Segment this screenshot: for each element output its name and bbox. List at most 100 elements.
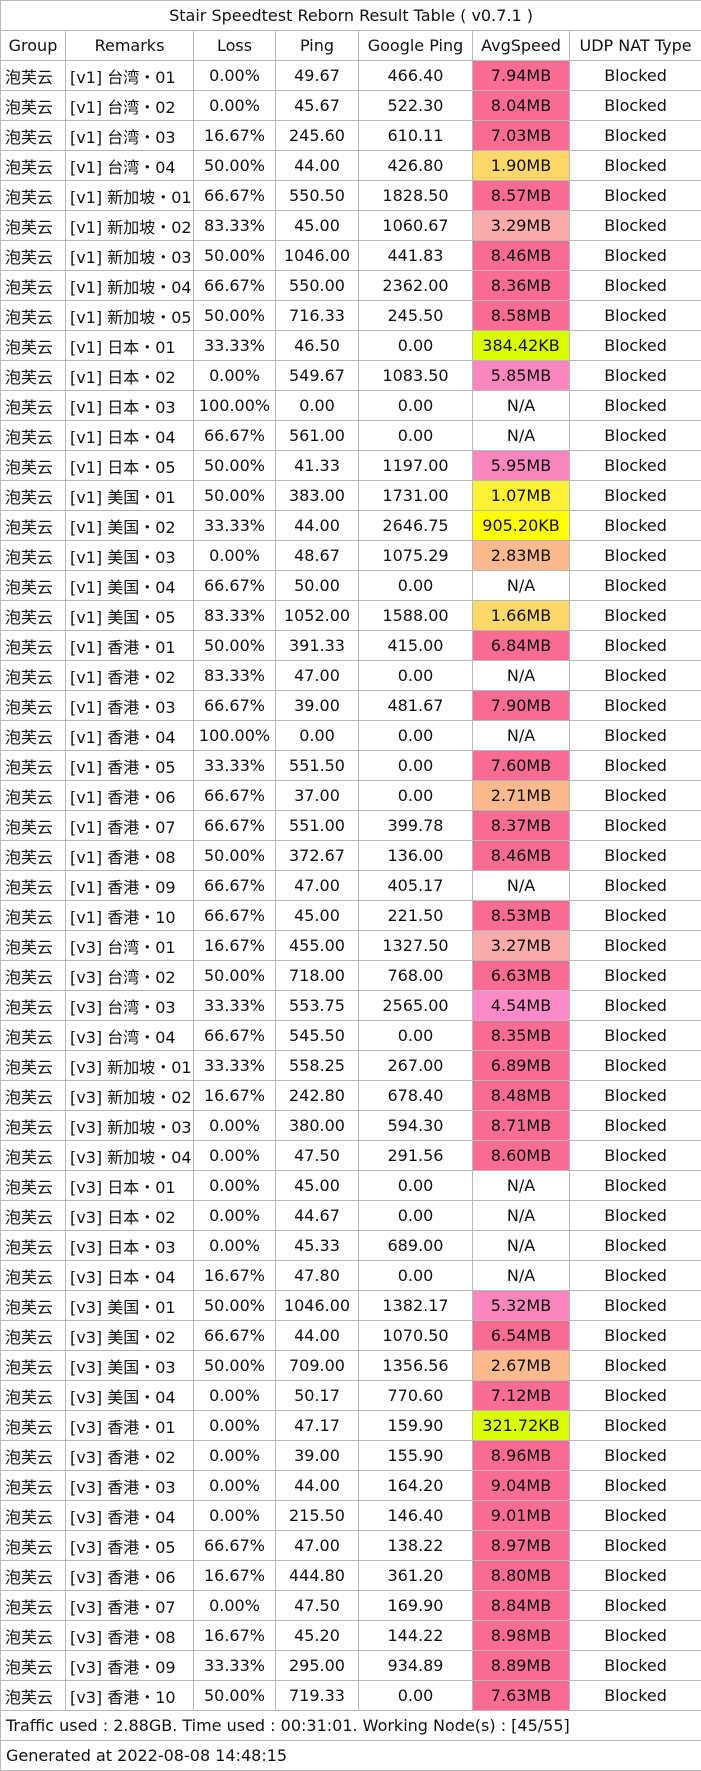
google-ping-cell: 0.00 — [359, 571, 473, 601]
avg-speed-cell: 8.36MB — [473, 271, 570, 301]
google-ping-cell: 0.00 — [359, 661, 473, 691]
ping-cell: 444.80 — [276, 1561, 359, 1591]
group-cell: 泡芙云 — [1, 1381, 66, 1411]
loss-cell: 83.33% — [194, 211, 276, 241]
udp-nat-type-cell: Blocked — [570, 991, 701, 1021]
loss-cell: 0.00% — [194, 1141, 276, 1171]
google-ping-cell: 0.00 — [359, 331, 473, 361]
google-ping-cell: 146.40 — [359, 1501, 473, 1531]
group-cell: 泡芙云 — [1, 1471, 66, 1501]
avg-speed-cell: 7.60MB — [473, 751, 570, 781]
google-ping-cell: 1828.50 — [359, 181, 473, 211]
udp-nat-type-cell: Blocked — [570, 1351, 701, 1381]
google-ping-cell: 1083.50 — [359, 361, 473, 391]
ping-cell: 47.50 — [276, 1141, 359, 1171]
google-ping-cell: 399.78 — [359, 811, 473, 841]
avg-speed-cell: 8.96MB — [473, 1441, 570, 1471]
loss-cell: 50.00% — [194, 631, 276, 661]
avg-speed-cell: N/A — [473, 571, 570, 601]
ping-cell: 391.33 — [276, 631, 359, 661]
loss-cell: 83.33% — [194, 661, 276, 691]
ping-cell: 215.50 — [276, 1501, 359, 1531]
ping-cell: 551.00 — [276, 811, 359, 841]
ping-cell: 551.50 — [276, 751, 359, 781]
avg-speed-cell: 8.57MB — [473, 181, 570, 211]
udp-nat-type-cell: Blocked — [570, 421, 701, 451]
remarks-cell: [v3] 香港・09 — [66, 1651, 194, 1681]
remarks-cell: [v3] 日本・01 — [66, 1171, 194, 1201]
group-cell: 泡芙云 — [1, 211, 66, 241]
udp-nat-type-cell: Blocked — [570, 1501, 701, 1531]
udp-nat-type-cell: Blocked — [570, 931, 701, 961]
loss-cell: 0.00% — [194, 1501, 276, 1531]
group-cell: 泡芙云 — [1, 1291, 66, 1321]
avg-speed-cell: 8.53MB — [473, 901, 570, 931]
column-header-loss: Loss — [194, 31, 276, 61]
udp-nat-type-cell: Blocked — [570, 391, 701, 421]
group-cell: 泡芙云 — [1, 361, 66, 391]
google-ping-cell: 138.22 — [359, 1531, 473, 1561]
udp-nat-type-cell: Blocked — [570, 511, 701, 541]
udp-nat-type-cell: Blocked — [570, 601, 701, 631]
avg-speed-cell: 8.46MB — [473, 841, 570, 871]
ping-cell: 41.33 — [276, 451, 359, 481]
avg-speed-cell: 6.54MB — [473, 1321, 570, 1351]
ping-cell: 245.60 — [276, 121, 359, 151]
loss-cell: 0.00% — [194, 1201, 276, 1231]
group-cell: 泡芙云 — [1, 391, 66, 421]
udp-nat-type-cell: Blocked — [570, 1051, 701, 1081]
google-ping-cell: 0.00 — [359, 1201, 473, 1231]
google-ping-cell: 2362.00 — [359, 271, 473, 301]
ping-cell: 44.00 — [276, 1321, 359, 1351]
ping-cell: 39.00 — [276, 1441, 359, 1471]
group-cell: 泡芙云 — [1, 631, 66, 661]
group-cell: 泡芙云 — [1, 1171, 66, 1201]
group-cell: 泡芙云 — [1, 1531, 66, 1561]
remarks-cell: [v3] 台湾・03 — [66, 991, 194, 1021]
loss-cell: 66.67% — [194, 1021, 276, 1051]
loss-cell: 0.00% — [194, 1381, 276, 1411]
google-ping-cell: 361.20 — [359, 1561, 473, 1591]
ping-cell: 553.75 — [276, 991, 359, 1021]
group-cell: 泡芙云 — [1, 871, 66, 901]
generated-timestamp: Generated at 2022-08-08 14:48:15 — [1, 1741, 701, 1771]
remarks-cell: [v1] 日本・02 — [66, 361, 194, 391]
remarks-cell: [v1] 美国・05 — [66, 601, 194, 631]
google-ping-cell: 1075.29 — [359, 541, 473, 571]
group-cell: 泡芙云 — [1, 1081, 66, 1111]
loss-cell: 50.00% — [194, 481, 276, 511]
avg-speed-cell: 384.42KB — [473, 331, 570, 361]
udp-nat-type-cell: Blocked — [570, 1411, 701, 1441]
google-ping-cell: 441.83 — [359, 241, 473, 271]
udp-nat-type-cell: Blocked — [570, 1201, 701, 1231]
udp-nat-type-cell: Blocked — [570, 1471, 701, 1501]
remarks-cell: [v3] 新加坡・03 — [66, 1111, 194, 1141]
ping-cell: 383.00 — [276, 481, 359, 511]
google-ping-cell: 770.60 — [359, 1381, 473, 1411]
avg-speed-cell: 8.48MB — [473, 1081, 570, 1111]
remarks-cell: [v1] 新加坡・05 — [66, 301, 194, 331]
remarks-cell: [v1] 美国・02 — [66, 511, 194, 541]
avg-speed-cell: 7.94MB — [473, 61, 570, 91]
udp-nat-type-cell: Blocked — [570, 1621, 701, 1651]
remarks-cell: [v1] 美国・04 — [66, 571, 194, 601]
ping-cell: 45.33 — [276, 1231, 359, 1261]
remarks-cell: [v1] 美国・03 — [66, 541, 194, 571]
ping-cell: 1046.00 — [276, 241, 359, 271]
avg-speed-cell: N/A — [473, 1201, 570, 1231]
ping-cell: 718.00 — [276, 961, 359, 991]
avg-speed-cell: 6.63MB — [473, 961, 570, 991]
avg-speed-cell: 8.84MB — [473, 1591, 570, 1621]
